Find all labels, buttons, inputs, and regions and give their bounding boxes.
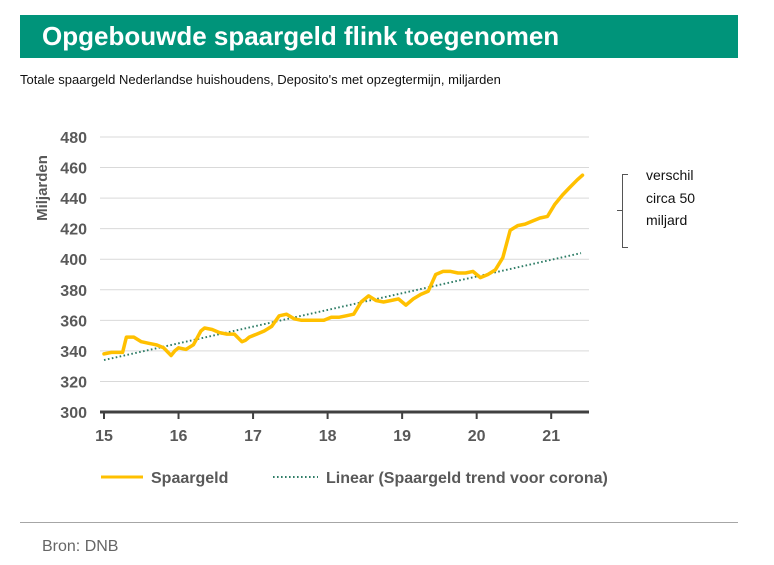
legend: Spaargeld Linear (Spaargeld trend voor c… (101, 470, 608, 487)
y-tick-label: 300 (60, 405, 87, 422)
chart-subtitle: Totale spaargeld Nederlandse huishoudens… (20, 72, 501, 87)
x-tick-label: 15 (95, 428, 113, 445)
legend-label-spaargeld: Spaargeld (151, 470, 228, 487)
x-tick-label: 18 (319, 428, 337, 445)
difference-annotation: verschil circa 50 miljard (646, 164, 695, 232)
x-tick-label: 17 (244, 428, 262, 445)
x-tick-labels: 15 16 17 18 19 20 21 (95, 412, 560, 445)
gridlines (100, 136, 589, 382)
y-tick-label: 340 (60, 344, 87, 361)
annotation-line-1: verschil (646, 167, 694, 183)
series-layer (102, 173, 585, 362)
annotation-line-2: circa 50 (646, 189, 696, 206)
footer-divider (20, 522, 738, 523)
y-tick-label: 480 (60, 130, 87, 147)
y-tick-label: 440 (60, 191, 87, 208)
title-banner: Opgebouwde spaargeld flink toegenomen (20, 15, 738, 58)
y-tick-label: 360 (60, 313, 87, 330)
x-tick-label: 20 (468, 428, 486, 445)
y-tick-label: 380 (60, 283, 87, 300)
y-tick-label: 400 (60, 252, 87, 269)
y-tick-labels: 300 320 340 360 380 400 420 440 460 480 (60, 130, 87, 422)
source-note: Bron: DNB (42, 538, 119, 555)
series-spaargeld-line (102, 173, 585, 358)
page-title: Opgebouwde spaargeld flink toegenomen (42, 21, 560, 51)
annotation-line-3: miljard (646, 212, 688, 228)
x-tick-label: 21 (542, 428, 560, 445)
y-tick-label: 420 (60, 222, 87, 239)
series-trend-line (103, 252, 582, 362)
difference-bracket (617, 174, 628, 248)
y-tick-label: 460 (60, 161, 87, 178)
x-tick-label: 16 (170, 428, 188, 445)
legend-label-trend: Linear (Spaargeld trend voor corona) (326, 470, 608, 487)
y-tick-label: 320 (60, 374, 87, 391)
x-tick-label: 19 (393, 428, 411, 445)
y-axis-label: Miljarden (34, 155, 51, 221)
